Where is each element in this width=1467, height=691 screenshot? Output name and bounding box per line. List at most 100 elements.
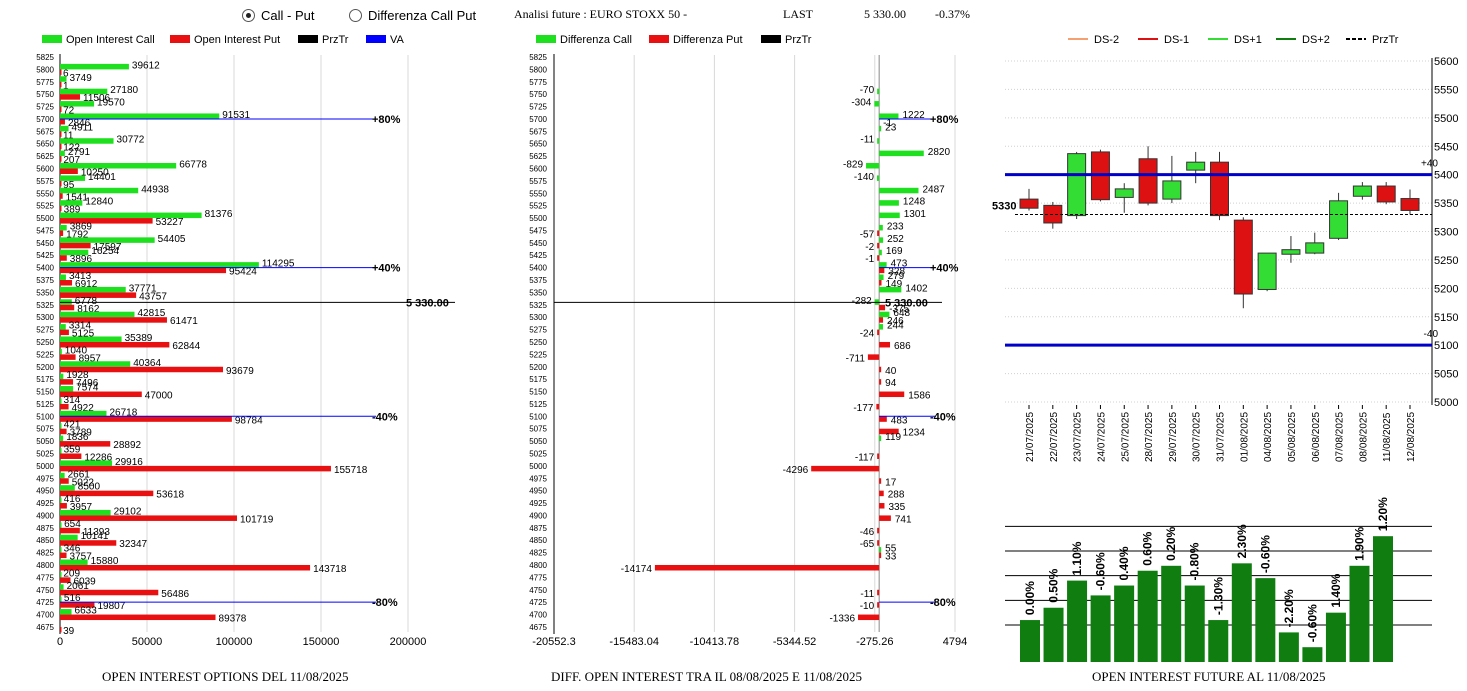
- call-value-label: 12840: [85, 197, 113, 208]
- candle-body: [1067, 153, 1087, 217]
- level-label: +40: [1421, 159, 1438, 170]
- oi-future-label: 0.20%: [1164, 526, 1178, 560]
- strike-label: 5700: [529, 115, 547, 124]
- candle-body: [1162, 180, 1182, 200]
- call-value-label: 8500: [78, 482, 101, 493]
- diff-call-bar: [879, 237, 884, 243]
- put-bar: [60, 255, 67, 261]
- diff-call-bar: [874, 101, 880, 107]
- strike-label: 5750: [36, 90, 54, 99]
- put-value-label: 7496: [76, 378, 99, 389]
- x-tick-label: 25/07/2025: [1120, 412, 1131, 462]
- diff-put-bar: [879, 490, 884, 497]
- oi-future-label: 0.40%: [1117, 546, 1131, 580]
- diff-put-value-label: -65: [860, 539, 875, 550]
- strike-label: 5525: [529, 202, 547, 211]
- diff-put-bar: [877, 527, 880, 534]
- put-value-label: 95: [63, 180, 75, 191]
- diff-call-value-label: 55: [885, 544, 897, 555]
- put-value-label: 155718: [334, 465, 368, 476]
- candle-body: [1352, 185, 1372, 197]
- diff-put-value-label: 288: [888, 490, 905, 501]
- put-bar: [60, 577, 71, 583]
- strike-label: 4975: [36, 474, 54, 483]
- strike-label: 4925: [36, 499, 54, 508]
- put-bar: [60, 416, 232, 422]
- x-tick-label: 0: [57, 636, 63, 648]
- call-value-label: 15880: [91, 556, 119, 567]
- strike-label: 5200: [36, 363, 54, 372]
- put-value-label: 32347: [119, 539, 147, 550]
- strike-label: 5025: [529, 449, 547, 458]
- call-bar: [60, 423, 62, 429]
- strike-label: 5775: [36, 78, 54, 87]
- oi-future-bar: [1114, 585, 1135, 662]
- strike-label: 5150: [529, 388, 547, 397]
- diff-call-value-label: 1222: [902, 110, 925, 121]
- put-bar: [60, 391, 142, 398]
- diff-put-bar: [879, 416, 887, 422]
- call-bar: [60, 175, 86, 181]
- call-bar: [60, 609, 72, 615]
- call-value-label: 2791: [68, 147, 91, 158]
- legend-swatch: [42, 35, 62, 43]
- strike-label: 5525: [36, 202, 54, 211]
- oi-future-bar: [1137, 570, 1158, 662]
- strike-label: 5350: [529, 288, 547, 297]
- strike-label: 4900: [529, 511, 547, 520]
- strike-label: 4875: [529, 524, 547, 533]
- strike-label: 5100: [529, 412, 547, 421]
- strike-label: 5600: [36, 165, 54, 174]
- strike-label: 5225: [36, 350, 54, 359]
- diff-put-value-label: 1586: [908, 391, 931, 402]
- put-value-label: 10250: [81, 168, 109, 179]
- diff-call-value-label: 473: [891, 259, 908, 270]
- put-value-label: 3896: [70, 254, 93, 265]
- diff-put-bar: [879, 503, 885, 509]
- put-value-label: 6039: [74, 576, 97, 587]
- prztr-label: 5 330.00: [406, 297, 449, 309]
- strike-label: 5300: [36, 313, 54, 322]
- strike-label: 5300: [529, 313, 547, 322]
- legend-swatch: [298, 35, 318, 43]
- oi-future-label: -2.20%: [1282, 589, 1296, 627]
- put-value-label: 53227: [156, 217, 184, 228]
- put-value-label: 43757: [139, 291, 167, 302]
- put-bar: [60, 242, 91, 249]
- radio-selected-indicator: [242, 9, 255, 22]
- strike-label: 4850: [36, 536, 54, 545]
- diff-call-value-label: 23: [885, 122, 897, 133]
- put-value-label: 3957: [70, 502, 93, 513]
- strike-label: 4900: [36, 511, 54, 520]
- strike-label: 5000: [529, 462, 547, 471]
- diff-call-bar: [879, 224, 883, 231]
- call-bar: [60, 324, 66, 330]
- call-bar: [60, 187, 139, 194]
- diff-call-value-label: -304: [851, 98, 871, 109]
- put-value-label: 3757: [70, 552, 93, 563]
- call-value-label: 29916: [115, 457, 143, 468]
- diff-put-bar: [877, 602, 880, 608]
- strike-label: 4775: [529, 573, 547, 582]
- put-value-label: 12286: [84, 452, 112, 463]
- diff-put-bar: [877, 242, 880, 249]
- strike-label: 5500: [529, 214, 547, 223]
- candle-body: [1019, 198, 1039, 209]
- strike-label: 5725: [529, 103, 547, 112]
- diff-call-value-label: -70: [860, 85, 875, 96]
- y-tick-label: 5200: [1434, 283, 1458, 295]
- call-bar: [60, 150, 65, 157]
- oi-future-label: 0.60%: [1141, 531, 1155, 565]
- strike-label: 5550: [36, 189, 54, 198]
- strike-label: 5050: [529, 437, 547, 446]
- diff-put-value-label: 328: [888, 267, 905, 278]
- radio-call-put[interactable]: Call - Put: [242, 8, 314, 23]
- candle-body: [1138, 158, 1158, 204]
- candle-body: [1114, 188, 1134, 198]
- radio-differenza[interactable]: Differenza Call Put: [349, 8, 476, 23]
- header-title: Analisi future : EURO STOXX 50 -: [514, 7, 688, 21]
- put-bar: [60, 180, 62, 187]
- x-tick-label: 24/07/2025: [1096, 412, 1107, 462]
- call-bar: [60, 274, 66, 281]
- oi-future-bar: [1255, 578, 1276, 662]
